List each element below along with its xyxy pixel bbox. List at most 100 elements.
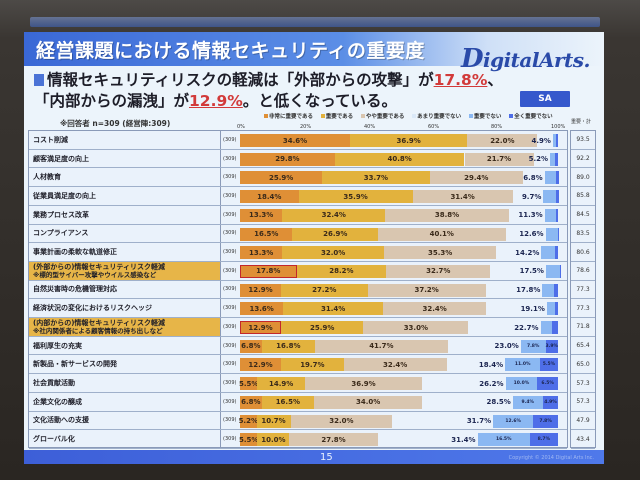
bar-segment — [558, 227, 559, 241]
bar-segment: 16.5% — [477, 433, 530, 447]
chart-row: 福利厚生の充実 (309) 6.8% 16.8% 41.7% 23.0% 7.8% 3.9% — [29, 336, 567, 356]
stacked-bar: 34.6% 36.9% 22.0% 4.9% — [240, 134, 558, 147]
sample-size: (309) — [223, 417, 237, 424]
axis-tick: 20% — [300, 124, 312, 130]
row-label-text: 福利厚生の充実 — [33, 341, 82, 350]
stacked-bar: 18.4% 35.9% 31.4% 9.7% — [240, 190, 559, 204]
row-label-text: 事業計画の柔軟な軌道修正 — [33, 248, 117, 257]
bar-segment: 16.5% — [240, 227, 293, 241]
bar-segment — [553, 283, 558, 297]
internal-leak-value: 12.9% — [189, 92, 243, 110]
legend-item-4: あまり重要でない — [412, 114, 461, 120]
bar-segment: 19.1% — [520, 304, 545, 313]
bar-segment: 5.5% — [239, 433, 258, 447]
chart-row: 事業計画の柔軟な軌道修正 (309) 13.3% 32.0% 35.3% 14.2% — [29, 243, 567, 262]
row-label-text: コスト削減 — [33, 135, 68, 144]
chart-row: コンプライアンス (309) 16.5% 26.9% 40.1% 12.6% — [29, 224, 567, 244]
row-label-text: (内部からの)情報セキュリティリスク軽減 — [33, 318, 165, 327]
bar-segment: 4.9% — [542, 395, 559, 409]
stacked-bar: 12.9% 19.7% 32.4% 18.4% 11.0% 5.5% — [240, 358, 558, 372]
row-label-text: 経済状況の変化におけるリスクヘッジ — [33, 304, 152, 313]
stacked-bar: 6.8% 16.5% 34.0% 28.5% 9.4% 4.9% — [240, 395, 559, 409]
bar-segment: 18.4% — [478, 360, 504, 369]
sample-size: (309) — [223, 192, 237, 199]
importance-total: 47.9 — [571, 412, 595, 431]
bar-segment: 33.0% — [363, 321, 469, 335]
legend-item-3: やや重要である — [360, 114, 404, 120]
bar-segment: 31.7% — [466, 417, 492, 426]
row-label: 顧客満足度の向上 — [29, 149, 221, 168]
bar-segment: 23.0% — [494, 342, 519, 351]
sample-size: (309) — [223, 136, 237, 143]
bar-segment: 7.8% — [520, 339, 546, 353]
bar-segment: 36.9% — [350, 134, 468, 147]
bar-segment: 26.9% — [292, 227, 378, 241]
bar-segment: 29.8% — [240, 152, 335, 166]
bar-segment — [555, 190, 559, 204]
sample-size: (309) — [223, 211, 237, 218]
bar-segment: 32.4% — [383, 302, 487, 316]
chart-row: グローバル化 (309) 5.5% 10.0% 27.8% 31.4% 16.5% 8.7% — [29, 430, 567, 449]
bar-segment: 22.7% — [514, 323, 539, 332]
bar-segment — [545, 264, 560, 278]
row-label-text: コンプライアンス — [33, 229, 89, 238]
bar-segment: 6.8% — [240, 339, 262, 353]
importance-total: 89.0 — [571, 168, 595, 188]
row-label-text: 自然災害時の危機管理対応 — [33, 285, 117, 294]
row-label: 従業員満足度の向上 — [29, 187, 221, 205]
digitalarts-logo: DigitalArts. — [460, 44, 591, 74]
bar-segment: 5.2% — [239, 414, 258, 428]
page-number: 15 — [320, 452, 333, 463]
row-sublabel: ※標的型サイバー攻撃やウイルス感染など — [33, 270, 157, 279]
bar-segment: 10.0% — [257, 433, 290, 447]
bar-segment: 4.9% — [531, 136, 551, 145]
bar-segment: 16.8% — [261, 339, 316, 353]
row-label: 経済状況の変化におけるリスクヘッジ — [29, 299, 221, 318]
bar-segment — [544, 208, 557, 222]
bar-segment: 6.8% — [240, 395, 262, 409]
bar-segment: 25.9% — [281, 321, 364, 335]
bar-segment — [555, 152, 559, 166]
bar-segment: 5.5% — [239, 377, 258, 391]
bar-segment — [541, 246, 555, 260]
axis-tick: 100% — [551, 124, 566, 130]
bar-segment: 14.9% — [257, 377, 305, 391]
bar-segment: 21.7% — [464, 152, 534, 166]
sample-size: (309) — [223, 380, 237, 387]
bar-segment — [551, 321, 558, 335]
bar-segment: 40.8% — [334, 152, 465, 166]
bar-segment — [554, 246, 558, 260]
bar-segment: 34.6% — [240, 134, 351, 147]
row-label: 企業文化の醸成 — [29, 392, 221, 411]
bar-segment: 22.0% — [467, 134, 538, 147]
row-label: 人材教育 — [29, 168, 221, 187]
presentation-slide: 経営課題における情報セキュリティの重要度 DigitalArts. 情報セキュリ… — [24, 32, 604, 464]
importance-total: 78.6 — [571, 262, 595, 281]
sample-size: (309) — [223, 398, 237, 405]
chart-row: 業務プロセス改革 (309) 13.3% 32.4% 38.8% 11.3% — [29, 205, 567, 225]
bar-segment: 36.9% — [304, 377, 423, 391]
importance-total: 92.2 — [571, 150, 595, 169]
row-label: (内部からの)情報セキュリティリスク軽減 ※社内関係者による顧客情報の持ち出しなど — [29, 318, 221, 336]
stacked-bar: 12.9% 27.2% 37.2% 17.8% — [240, 283, 558, 297]
sample-size: (309) — [223, 361, 237, 368]
bar-segment: 35.3% — [384, 246, 497, 260]
bar-segment: 12.6% — [493, 414, 534, 428]
row-label-text: グローバル化 — [33, 435, 75, 444]
chart-legend: 非常に重要である 重要である やや重要である あまり重要でない 重要でない 全く… — [264, 112, 559, 120]
bar-segment — [556, 208, 558, 222]
bar-segment — [559, 264, 562, 278]
bar-segment: 17.5% — [519, 267, 544, 276]
bar-segment — [555, 302, 559, 316]
chart-row: コスト削減 (309) 34.6% 36.9% 22.0% 4.9% — [29, 131, 567, 150]
bar-segment: 40.1% — [378, 227, 506, 241]
bar-segment: 10.7% — [256, 414, 291, 428]
headline-text-3: 。と低くなっている。 — [242, 92, 398, 110]
sample-size: (309) — [223, 249, 237, 256]
bar-segment — [542, 283, 554, 297]
bar-segment: 5.2% — [528, 155, 549, 164]
chart-row: 企業文化の醸成 (309) 6.8% 16.5% 34.0% 28.5% 9.4% 4.9% — [29, 392, 567, 412]
importance-total: 80.6 — [571, 243, 595, 262]
chart-row: 新製品・新サービスの開発 (309) 12.9% 19.7% 32.4% 18.4% 11.… — [29, 355, 567, 375]
stacked-bar-chart: コスト削減 (309) 34.6% 36.9% 22.0% 4.9% 顧客満足度の向上 (30… — [28, 130, 568, 449]
